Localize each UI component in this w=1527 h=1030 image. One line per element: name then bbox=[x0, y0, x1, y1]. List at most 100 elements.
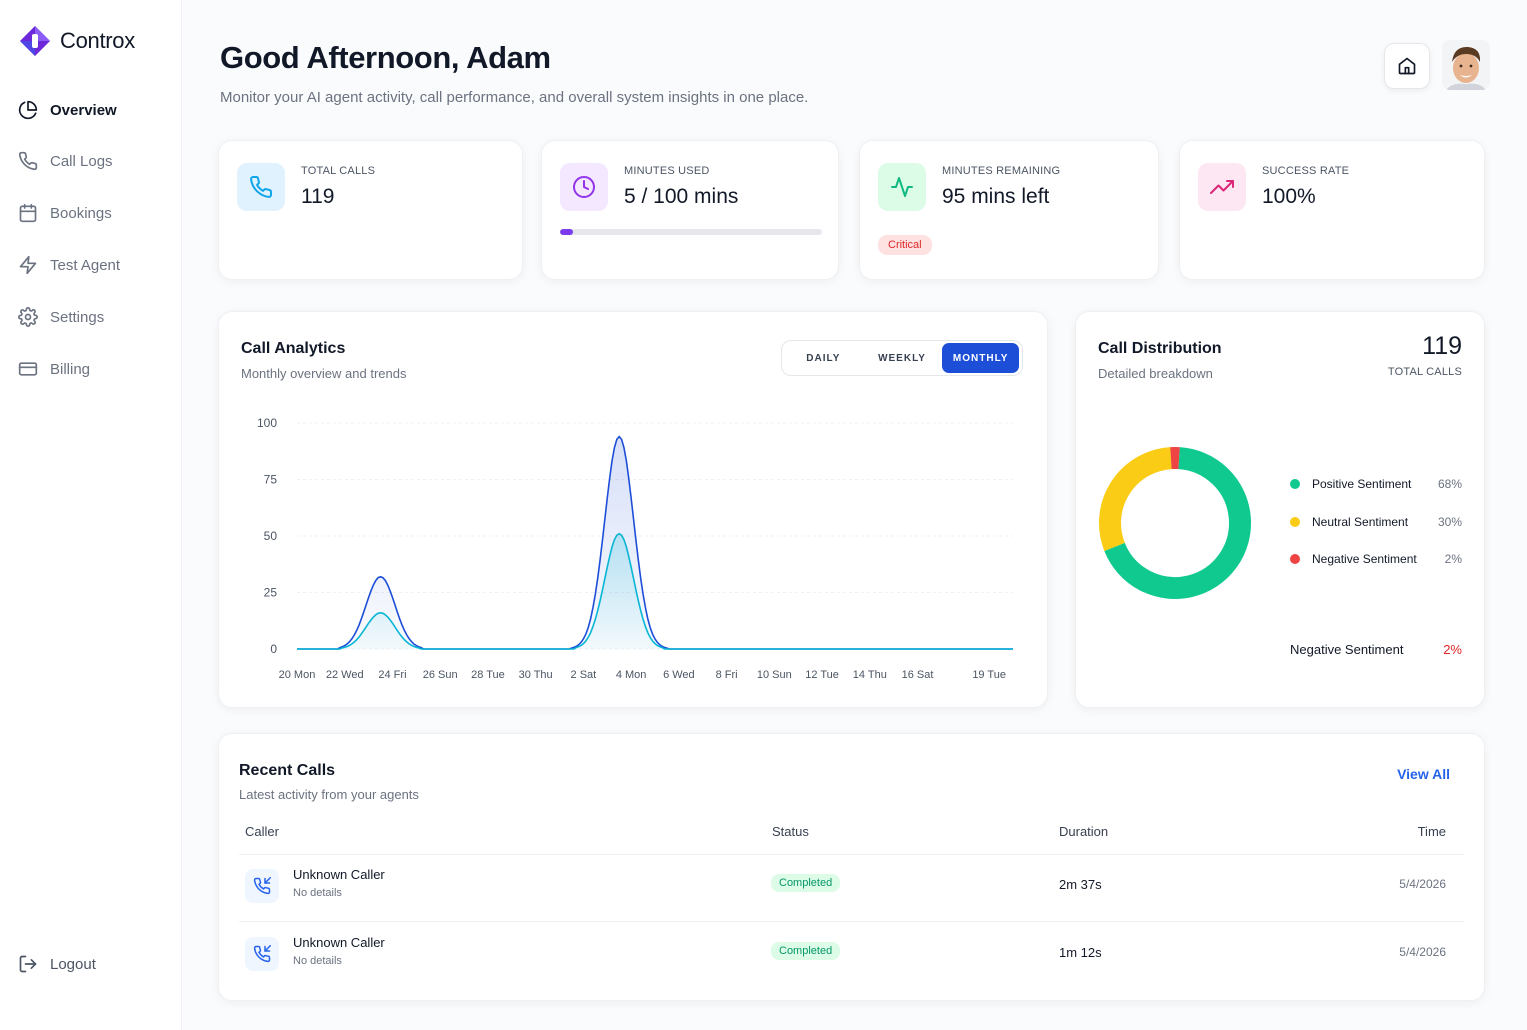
stat-label: MINUTES USED bbox=[624, 165, 710, 177]
minutes-progress-bar bbox=[560, 229, 822, 235]
sidebar-item-label: Bookings bbox=[50, 204, 112, 222]
column-header-caller: Caller bbox=[245, 824, 279, 839]
page-subtitle: Monitor your AI agent activity, call per… bbox=[220, 89, 809, 106]
tab-monthly[interactable]: MONTHLY bbox=[942, 343, 1020, 373]
highlight-row: Negative Sentiment 2% bbox=[1290, 642, 1462, 657]
call-analytics-card: Call Analytics Monthly overview and tren… bbox=[218, 311, 1048, 708]
sidebar-item-label: Overview bbox=[50, 101, 117, 119]
legend-pct: 2% bbox=[1444, 552, 1462, 566]
legend-item-negative: Negative Sentiment 2% bbox=[1290, 552, 1462, 566]
avatar[interactable] bbox=[1442, 40, 1490, 90]
x-tick-label: 16 Sat bbox=[902, 669, 934, 681]
divider bbox=[239, 854, 1464, 855]
logout-button[interactable]: Logout bbox=[18, 954, 96, 974]
table-row[interactable]: Unknown Caller No details Completed 1m 1… bbox=[219, 923, 1484, 989]
primary-series-line bbox=[297, 435, 1013, 650]
sentiment-donut-chart bbox=[1099, 447, 1251, 599]
sidebar-item-call-logs[interactable]: Call Logs bbox=[18, 149, 113, 173]
stat-icon-box bbox=[237, 163, 285, 211]
caller-name: Unknown Caller bbox=[293, 867, 385, 882]
legend-item-positive: Positive Sentiment 68% bbox=[1290, 477, 1462, 491]
legend-pct: 68% bbox=[1437, 477, 1462, 491]
x-tick-label: 8 Fri bbox=[716, 669, 738, 681]
home-icon bbox=[1398, 57, 1416, 75]
highlight-pct: 2% bbox=[1443, 642, 1462, 657]
call-distribution-card: Call Distribution Detailed breakdown 119… bbox=[1075, 311, 1485, 708]
tab-weekly[interactable]: WEEKLY bbox=[878, 352, 926, 364]
x-tick-label: 19 Tue bbox=[972, 669, 1006, 681]
sidebar-item-label: Billing bbox=[50, 360, 91, 378]
sidebar-item-label: Call Logs bbox=[50, 152, 113, 170]
column-header-duration: Duration bbox=[1059, 824, 1109, 839]
distribution-total-label: TOTAL CALLS bbox=[1387, 366, 1462, 378]
phone-incoming-icon bbox=[253, 877, 271, 895]
highlight-label: Negative Sentiment bbox=[1290, 642, 1404, 657]
status-badge: Completed bbox=[771, 942, 841, 960]
sidebar-item-label: Test Agent bbox=[50, 256, 121, 274]
x-tick-label: 2 Sat bbox=[571, 669, 597, 681]
recent-subtitle: Latest activity from your agents bbox=[239, 787, 419, 802]
donut-segment-positive bbox=[1104, 447, 1251, 599]
x-tick-label: 28 Tue bbox=[471, 669, 505, 681]
call-icon-box bbox=[245, 869, 279, 903]
legend-pct: 30% bbox=[1437, 515, 1462, 529]
period-toggle: DAILY WEEKLY MONTHLY bbox=[781, 340, 1023, 376]
sidebar-item-bookings[interactable]: Bookings bbox=[18, 201, 112, 225]
sidebar-item-label: Settings bbox=[50, 308, 105, 326]
sidebar-item-overview[interactable]: Overview bbox=[18, 98, 117, 122]
page-title: Good Afternoon, Adam bbox=[220, 40, 551, 75]
legend-label: Neutral Sentiment bbox=[1312, 515, 1409, 529]
stat-icon-box bbox=[1198, 163, 1246, 211]
recent-calls-card: Recent Calls Latest activity from your a… bbox=[218, 733, 1485, 1001]
sidebar-item-test-agent[interactable]: Test Agent bbox=[18, 253, 120, 277]
caller-details: No details bbox=[293, 955, 342, 967]
x-tick-label: 10 Sun bbox=[757, 669, 792, 681]
pie-chart-icon bbox=[18, 100, 38, 120]
call-icon-box bbox=[245, 937, 279, 971]
phone-icon bbox=[250, 175, 273, 198]
x-tick-label: 12 Tue bbox=[805, 669, 839, 681]
stat-card-total-calls: TOTAL CALLS 119 bbox=[218, 140, 523, 280]
avatar-image bbox=[1442, 40, 1490, 90]
phone-incoming-icon bbox=[253, 945, 271, 963]
secondary-series-area bbox=[297, 533, 1013, 649]
sidebar: Controx Overview Call Logs Bookings Test… bbox=[0, 0, 182, 1030]
donut-segment-neutral bbox=[1099, 447, 1173, 551]
status-badge: Critical bbox=[878, 235, 932, 255]
call-time: 5/4/2026 bbox=[1399, 945, 1446, 959]
y-tick-label: 75 bbox=[264, 473, 278, 487]
stat-card-minutes-remaining: MINUTES REMAINING 95 mins left Critical bbox=[859, 140, 1159, 280]
distribution-total: 119 bbox=[1422, 332, 1462, 360]
legend-label: Positive Sentiment bbox=[1312, 477, 1412, 491]
view-all-link[interactable]: View All bbox=[1397, 766, 1450, 782]
stat-card-success-rate: SUCCESS RATE 100% bbox=[1179, 140, 1485, 280]
x-tick-label: 20 Mon bbox=[279, 669, 316, 681]
caller-name: Unknown Caller bbox=[293, 935, 385, 950]
app-name: Controx bbox=[60, 28, 135, 53]
x-tick-label: 14 Thu bbox=[853, 669, 887, 681]
stat-icon-box bbox=[560, 163, 608, 211]
stat-label: MINUTES REMAINING bbox=[942, 165, 1061, 177]
home-button[interactable] bbox=[1384, 43, 1430, 89]
call-duration: 1m 12s bbox=[1059, 945, 1102, 960]
stat-label: SUCCESS RATE bbox=[1262, 165, 1350, 177]
lightning-icon bbox=[19, 255, 37, 275]
x-tick-label: 4 Mon bbox=[616, 669, 647, 681]
sidebar-item-billing[interactable]: Billing bbox=[18, 357, 90, 381]
call-time: 5/4/2026 bbox=[1399, 877, 1446, 891]
stat-card-minutes-used: MINUTES USED 5 / 100 mins bbox=[541, 140, 839, 280]
legend-dot bbox=[1290, 517, 1300, 527]
legend-label: Negative Sentiment bbox=[1312, 552, 1417, 566]
legend-dot bbox=[1290, 554, 1300, 564]
clock-icon bbox=[573, 176, 595, 198]
status-badge: Completed bbox=[771, 874, 841, 892]
sidebar-item-settings[interactable]: Settings bbox=[18, 305, 104, 329]
tab-daily[interactable]: DAILY bbox=[806, 352, 841, 364]
table-row[interactable]: Unknown Caller No details Completed 2m 3… bbox=[219, 855, 1484, 921]
calendar-icon bbox=[19, 203, 37, 223]
caller-details: No details bbox=[293, 887, 342, 899]
column-header-time: Time bbox=[1417, 824, 1446, 839]
logo[interactable]: Controx bbox=[18, 24, 135, 58]
x-tick-label: 6 Wed bbox=[663, 669, 695, 681]
logo-icon bbox=[20, 26, 50, 56]
